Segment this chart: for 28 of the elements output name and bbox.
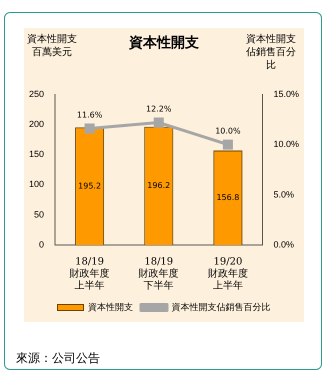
x-tick-label: 19/20 財政年度上半年 (208, 256, 248, 292)
data-label: 10.0% (215, 126, 242, 136)
y-tick-label: 50 (34, 209, 44, 220)
data-label: 12.2% (146, 104, 172, 114)
x-tick-label: 18/19 財政年度上半年 (70, 256, 110, 292)
data-label: 156.8 (216, 192, 240, 202)
y2-tick-label: 5.0% (273, 189, 294, 200)
data-label: 11.6% (76, 110, 103, 120)
y2-axis-title: 資本性開支佔銷售百分比 (245, 33, 297, 72)
chart-title: 資本性開支 (129, 35, 199, 51)
point (84, 124, 95, 134)
y2-tick-label: 15.0% (273, 88, 300, 99)
y-tick-label: 250 (28, 88, 44, 99)
y-tick-label: 150 (28, 149, 44, 160)
legend-label: 資本性開支佔銷售百分比 (172, 302, 270, 312)
point (222, 140, 233, 150)
point (154, 117, 164, 128)
data-label: 195.2 (78, 181, 102, 190)
y-axis-title: 資本性開支百萬美元 (26, 33, 78, 59)
y-tick-label: 200 (28, 119, 44, 130)
y-tick-label: 0 (39, 239, 44, 250)
y-tick-label: 100 (28, 179, 44, 190)
x-tick-label: 18/19 財政年度下半年 (138, 256, 179, 292)
text: 來源：公司公告 (16, 350, 100, 367)
data-label: 196.2 (147, 180, 170, 190)
legend-label: 資本性開支 (88, 302, 133, 312)
y2-tick-label: 0.0% (273, 239, 294, 250)
y2-tick-label: 10.0% (273, 139, 300, 150)
